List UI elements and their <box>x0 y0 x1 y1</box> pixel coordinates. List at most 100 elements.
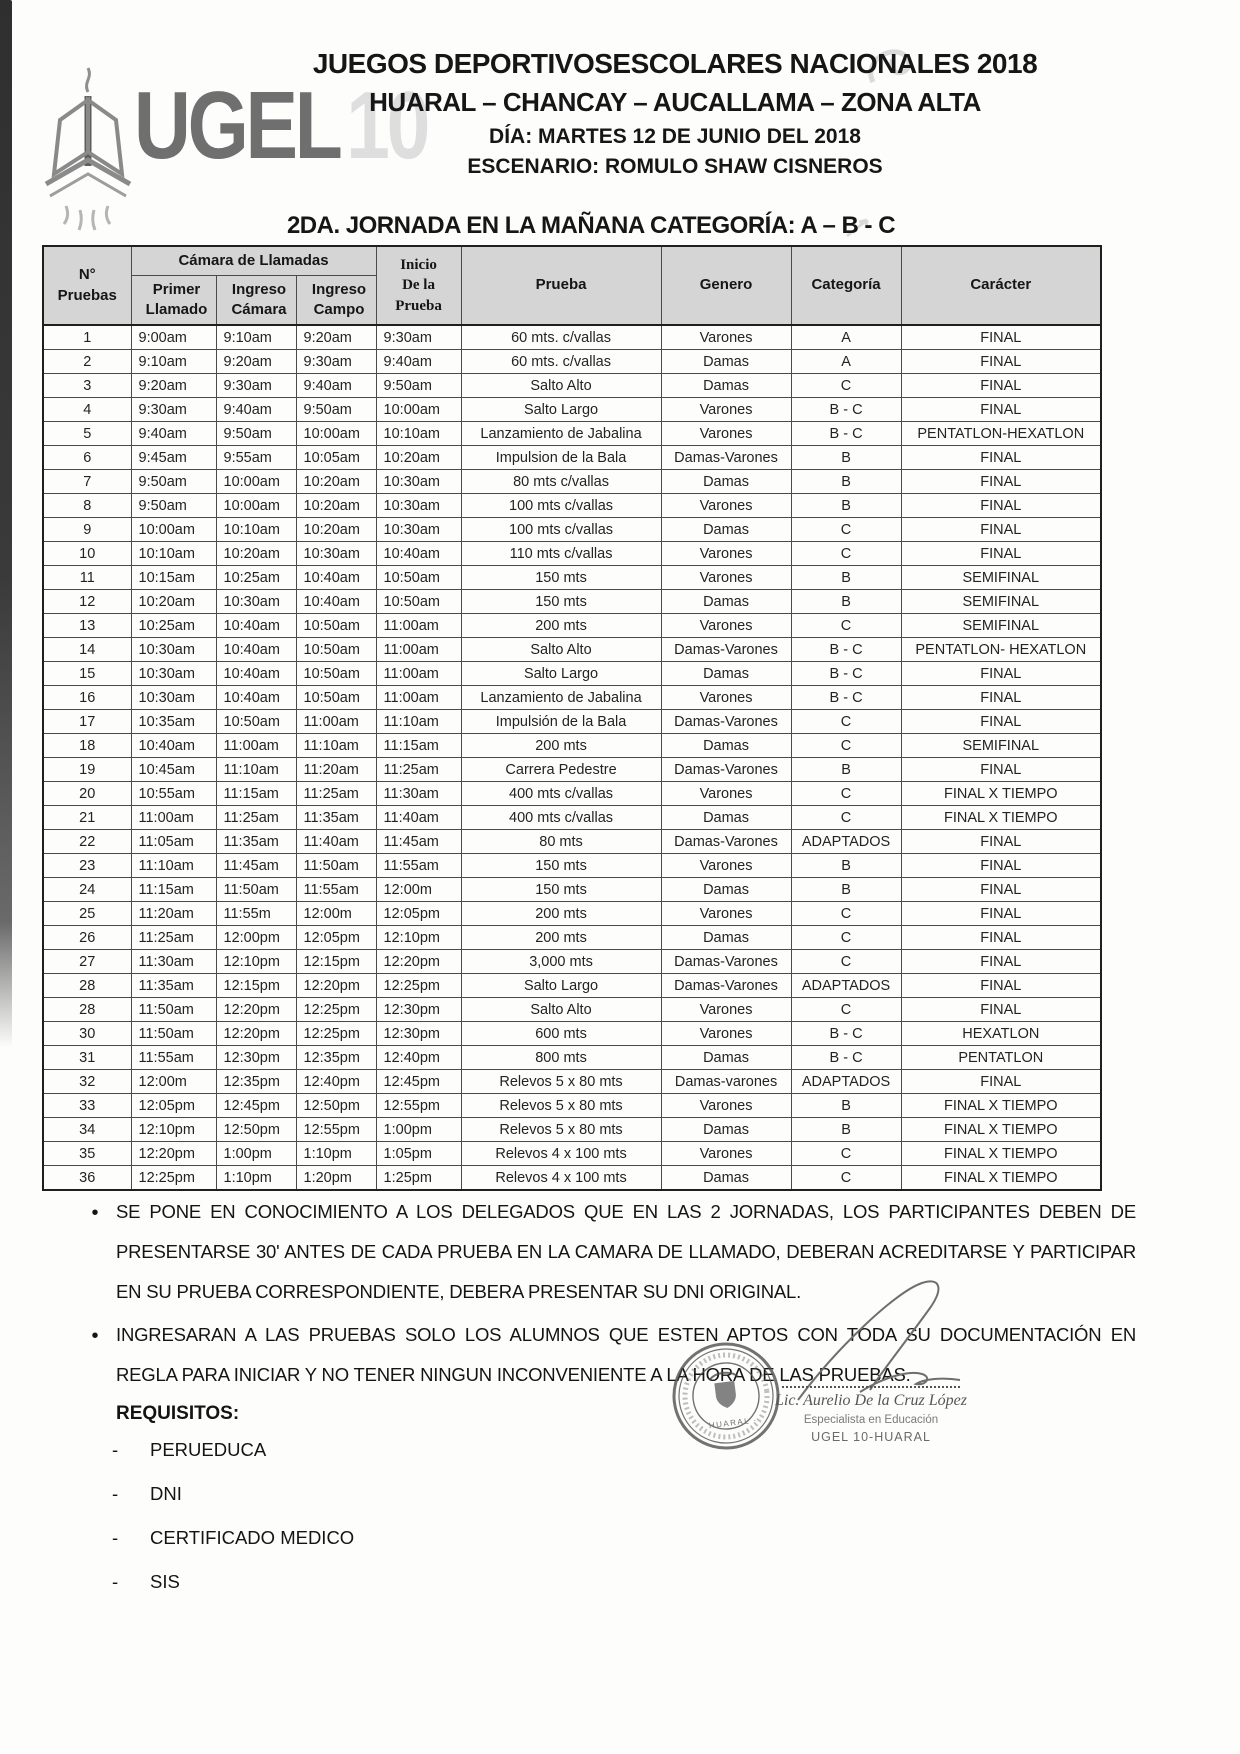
table-cell: Damas <box>660 877 792 902</box>
table-cell: 80 mts <box>460 829 662 854</box>
table-cell: 100 mts c/vallas <box>460 517 662 542</box>
table-cell: Damas-Varones <box>660 949 792 974</box>
table-cell: FINAL X TIEMPO <box>900 1117 1102 1142</box>
table-row: 14 10:30am 10:40am 10:50am 11:00am Salto Alto… <box>42 637 1102 662</box>
table-cell: 10:50am <box>295 685 377 710</box>
table-cell: 11 <box>42 565 132 590</box>
table-cell: 9:50am <box>375 373 462 398</box>
table-cell: 16 <box>42 685 132 710</box>
col-header-genero: Genero <box>660 245 792 326</box>
table-cell: B - C <box>790 661 902 686</box>
bullet-icon: • <box>91 1325 99 1348</box>
table-cell: 10:05am <box>295 445 377 470</box>
table-cell: Damas-varones <box>660 1069 792 1094</box>
table-cell: Lanzamiento de Jabalina <box>460 421 662 446</box>
table-cell: 200 mts <box>460 733 662 758</box>
table-cell: 15 <box>42 661 132 686</box>
table-row: 9 10:00am 10:10am 10:20am 10:30am 100 mts c/v… <box>42 517 1102 542</box>
table-cell: Damas <box>660 1117 792 1142</box>
table-cell: Damas-Varones <box>660 445 792 470</box>
table-cell: 10:15am <box>130 565 217 590</box>
table-row: 35 12:20pm 1:00pm 1:10pm 1:05pm Relevos 4 x 1… <box>42 1141 1102 1166</box>
table-cell: 10:20am <box>295 517 377 542</box>
table-cell: 9:50am <box>130 469 217 494</box>
table-cell: 7 <box>42 469 132 494</box>
note-text: INGRESARAN A LAS PRUEBAS SOLO LOS ALUMNO… <box>116 1324 1136 1386</box>
table-cell: Damas <box>660 733 792 758</box>
bullet-icon: • <box>91 1202 99 1224</box>
table-cell: 9:50am <box>130 493 217 518</box>
table-cell: C <box>790 901 902 926</box>
requisito-item: - CERTIFICADO MEDICO <box>110 1527 1136 1549</box>
table-cell: Varones <box>660 421 792 446</box>
table-cell: 10:25am <box>130 613 217 638</box>
table-cell: 11:35am <box>295 805 377 830</box>
table-cell: 30 <box>42 1021 132 1046</box>
scan-artifact-strip <box>0 0 12 1048</box>
table-cell: 12:00pm <box>215 925 297 950</box>
table-cell: FINAL X TIEMPO <box>900 805 1102 830</box>
table-cell: 9:10am <box>215 324 297 350</box>
table-cell: C <box>790 997 902 1022</box>
table-cell: 12:25pm <box>295 1021 377 1046</box>
table-cell: 9:40am <box>215 397 297 422</box>
table-cell: ADAPTADOS <box>790 1069 902 1094</box>
table-row: 34 12:10pm 12:50pm 12:55pm 1:00pm Relevos 5 x… <box>42 1117 1102 1142</box>
table-cell: B <box>790 757 902 782</box>
table-row: 27 11:30am 12:10pm 12:15pm 12:20pm 3,000 mts D… <box>42 949 1102 974</box>
title-date: DÍA: MARTES 12 DE JUNIO DEL 2018 <box>489 125 861 148</box>
table-cell: 12 <box>42 589 132 614</box>
table-cell: B <box>790 1117 902 1142</box>
table-cell: Damas <box>660 373 792 398</box>
table-cell: FINAL <box>900 541 1102 566</box>
table-cell: 10:20am <box>375 445 462 470</box>
signature-block: · HUARAL · Lic. Aurelio De la Cruz López… <box>660 1278 1020 1508</box>
table-cell: C <box>790 805 902 830</box>
table-cell: Varones <box>660 1021 792 1046</box>
table-cell: 11:30am <box>375 781 462 806</box>
table-cell: 9:10am <box>130 349 217 374</box>
table-cell: B <box>790 877 902 902</box>
table-cell: 11:00am <box>375 685 462 710</box>
table-cell: 5 <box>42 421 132 446</box>
table-row: 26 11:25am 12:00pm 12:05pm 12:10pm 200 mts Dam… <box>42 925 1102 950</box>
table-cell: B <box>790 589 902 614</box>
handwritten-signature-icon <box>797 1280 961 1401</box>
table-row: 17 10:35am 10:50am 11:00am 11:10am Impulsión … <box>42 709 1102 734</box>
table-cell: C <box>790 517 902 542</box>
title-main: JUEGOS DEPORTIVOSESCOLARES NACIONALES 20… <box>312 48 1038 79</box>
table-cell: 12:20pm <box>130 1141 217 1166</box>
table-cell: B <box>790 469 902 494</box>
table-cell: 12:45pm <box>375 1069 462 1094</box>
table-row: 28 11:50am 12:20pm 12:25pm 12:30pm Salto Alto… <box>42 997 1102 1022</box>
table-cell: B <box>790 493 902 518</box>
table-cell: 11:25am <box>130 925 217 950</box>
table-cell: 12:05pm <box>375 901 462 926</box>
table-cell: Salto Alto <box>460 997 662 1022</box>
table-row: 25 11:20am 11:55m 12:00m 12:05pm 200 mts Varon… <box>42 901 1102 926</box>
col-header-inicio: Inicio De la Prueba <box>375 245 462 326</box>
table-cell: 20 <box>42 781 132 806</box>
table-cell: FINAL <box>900 661 1102 686</box>
table-cell: C <box>790 781 902 806</box>
table-cell: 13 <box>42 613 132 638</box>
table-cell: 150 mts <box>460 853 662 878</box>
table-cell: 80 mts c/vallas <box>460 469 662 494</box>
table-cell: 1:10pm <box>215 1165 297 1191</box>
table-cell: Carrera Pedestre <box>460 757 662 782</box>
table-cell: B - C <box>790 1045 902 1070</box>
table-cell: 11:10am <box>375 709 462 734</box>
table-cell: 9:30am <box>295 349 377 374</box>
table-cell: 11:50am <box>295 853 377 878</box>
table-cell: FINAL <box>900 949 1102 974</box>
table-cell: 3,000 mts <box>460 949 662 974</box>
table-cell: Damas <box>660 469 792 494</box>
requisito-text: CERTIFICADO MEDICO <box>150 1526 355 1548</box>
table-cell: 21 <box>42 805 132 830</box>
open-book-quill-icon <box>44 67 132 231</box>
table-row: 6 9:45am 9:55am 10:05am 10:20am Impulsion de … <box>42 445 1102 470</box>
logo-text-10: 10 <box>346 72 430 179</box>
table-cell: Varones <box>660 541 792 566</box>
table-cell: 12:10pm <box>375 925 462 950</box>
